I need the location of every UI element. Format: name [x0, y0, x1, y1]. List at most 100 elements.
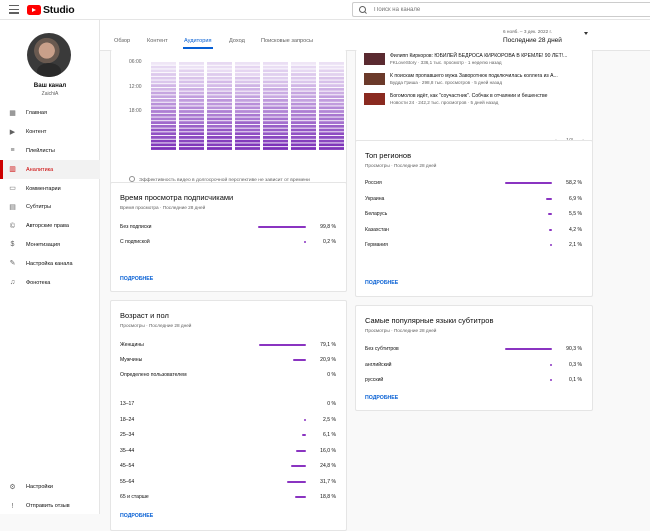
top-regions-card: Топ регионов Просмотры · Последние 28 дн… — [355, 140, 593, 297]
heatmap-cell — [207, 124, 232, 128]
sidebar-item-settings[interactable]: ⚙ Настройки — [0, 478, 100, 497]
heatmap-cell — [263, 84, 288, 87]
age-value: 6,1 % — [322, 432, 336, 438]
heatmap-cell — [207, 132, 232, 136]
search-icon[interactable] — [359, 5, 367, 14]
avatar[interactable] — [27, 33, 71, 77]
heatmap-cell — [151, 91, 176, 95]
video-thumbnail[interactable] — [364, 93, 385, 105]
heatmap-cell — [151, 117, 176, 121]
heatmap-cell — [263, 124, 288, 128]
logo-text: Studio — [43, 4, 75, 16]
sidebar-item-customization[interactable]: ✎ Настройка канала — [0, 254, 100, 273]
subtitle-language-value: 90,3 % — [566, 346, 582, 352]
region-row: Украина 6,9 % — [365, 195, 582, 203]
age-label: 13–17 — [120, 401, 135, 407]
date-range-picker[interactable]: 6 нояб. – 3 дек. 2022 г. Последние 28 дн… — [503, 29, 562, 44]
age-bar — [286, 480, 306, 483]
heatmap-cell — [235, 84, 260, 87]
tab-content[interactable]: Контент — [147, 38, 168, 44]
sidebar-item-label: Субтитры — [26, 204, 52, 211]
heatmap-cell — [319, 73, 344, 76]
sidebar-item-playlist[interactable]: ≡ Плейлисты — [0, 142, 100, 161]
subscriber-watch-time-card: Время просмотра подписчиками Время просм… — [110, 182, 347, 292]
tab-overview[interactable]: Обзор — [114, 38, 131, 44]
chevron-down-icon[interactable] — [584, 32, 588, 35]
subtitle-language-bar — [550, 379, 552, 382]
sidebar-item-analytics[interactable]: ▥ Аналитика — [0, 160, 100, 180]
region-row: Россия 58,2 % — [365, 179, 582, 187]
card-title: Возраст и пол — [120, 311, 169, 320]
tab-search[interactable]: Поисковые запросы — [261, 38, 314, 44]
heatmap-cell — [207, 106, 232, 110]
heatmap-cell — [291, 136, 316, 139]
youtube-logo-icon — [27, 5, 41, 15]
subtitles-more-link[interactable]: ПОДРОБНЕЕ — [365, 395, 399, 401]
heatmap-cell — [235, 99, 260, 102]
region-label: Германия — [365, 242, 388, 248]
video-title[interactable]: Богомолов идёт, как "соучастник". Собчак… — [390, 93, 548, 99]
subs-more-link[interactable]: ПОДРОБНЕЕ — [120, 276, 154, 282]
age-value: 24,8 % — [320, 463, 336, 469]
sidebar-item-label: Главная — [26, 110, 47, 117]
help-icon[interactable] — [129, 176, 135, 182]
studio-logo[interactable]: Studio — [27, 4, 75, 16]
video-thumbnail[interactable] — [364, 53, 385, 65]
sidebar-item-monetization[interactable]: $ Монетизация — [0, 236, 100, 255]
age-value: 18,8 % — [320, 494, 336, 500]
sidebar-item-subtitles[interactable]: ▤ Субтитры — [0, 198, 100, 217]
sidebar-item-audio-library[interactable]: ♫ Фонотека — [0, 273, 100, 292]
sidebar-item-comments[interactable]: ▭ Комментарии — [0, 179, 100, 198]
heatmap-cell — [179, 128, 204, 132]
sidebar-item-content[interactable]: ▶ Контент — [0, 123, 100, 142]
search-box[interactable] — [352, 2, 650, 17]
heatmap-cell — [319, 147, 344, 150]
heatmap-cell — [235, 62, 260, 65]
heatmap-cell — [151, 106, 176, 110]
heatmap-cell — [319, 62, 344, 65]
heatmap-cell — [235, 102, 260, 106]
heatmap-cell — [263, 117, 288, 121]
age-value: 0 % — [327, 401, 336, 407]
regions-more-link[interactable]: ПОДРОБНЕЕ — [365, 280, 399, 286]
video-thumbnail[interactable] — [364, 73, 385, 85]
heatmap-cell — [263, 128, 288, 132]
subscription-bar — [258, 226, 306, 229]
video-title[interactable]: К поискам пропавшего мужа Заворотнюк под… — [390, 73, 558, 79]
video-title[interactable]: Филипп Киркоров: ЮБИЛЕЙ БЕДРОСА КИРКОРОВ… — [390, 53, 568, 59]
tab-audience[interactable]: Аудитория — [183, 38, 213, 49]
heatmap-cell — [263, 95, 288, 99]
subtitle-language-row: Без субтитров 90,3 % — [365, 345, 582, 353]
age-bar — [296, 449, 306, 452]
heatmap-cell — [263, 73, 288, 76]
heatmap-cell — [291, 99, 316, 102]
heatmap-cell — [291, 84, 316, 87]
heatmap-cell — [319, 102, 344, 106]
gender-label: Мужчины — [120, 357, 143, 363]
heatmap-cell — [151, 84, 176, 87]
heatmap-cell — [207, 95, 232, 99]
heatmap-cell — [151, 87, 176, 91]
heatmap-cell — [291, 73, 316, 76]
subtitle-language-value: 0,3 % — [568, 361, 582, 368]
heatmap-cell — [207, 147, 232, 150]
heatmap-cell — [263, 99, 288, 102]
heatmap-cell — [179, 69, 204, 73]
tab-revenue[interactable]: Доход — [229, 38, 245, 44]
video-item[interactable]: К поискам пропавшего мужа Заворотнюк под… — [364, 73, 564, 87]
heatmap-cell — [263, 69, 288, 73]
search-input[interactable] — [374, 6, 624, 13]
heatmap-cell — [263, 139, 288, 143]
sidebar-item-feedback[interactable]: ! Отправить отзыв — [0, 497, 100, 516]
sidebar-item-dashboard[interactable]: ▦ Главная — [0, 104, 100, 123]
gender-bar — [258, 344, 306, 347]
sidebar-item-copyright[interactable]: © Авторские права — [0, 217, 100, 236]
top-videos-card — [355, 50, 593, 150]
heatmap-cell — [235, 139, 260, 143]
heatmap-cell — [179, 102, 204, 106]
video-item[interactable]: Филипп Киркоров: ЮБИЛЕЙ БЕДРОСА КИРКОРОВ… — [364, 53, 568, 67]
video-item[interactable]: Богомолов идёт, как "соучастник". Собчак… — [364, 93, 564, 107]
menu-icon[interactable] — [9, 5, 19, 14]
dashboard-icon: ▦ — [9, 109, 16, 117]
card-subtitle: Время просмотра · Последние 28 дней — [120, 205, 206, 210]
